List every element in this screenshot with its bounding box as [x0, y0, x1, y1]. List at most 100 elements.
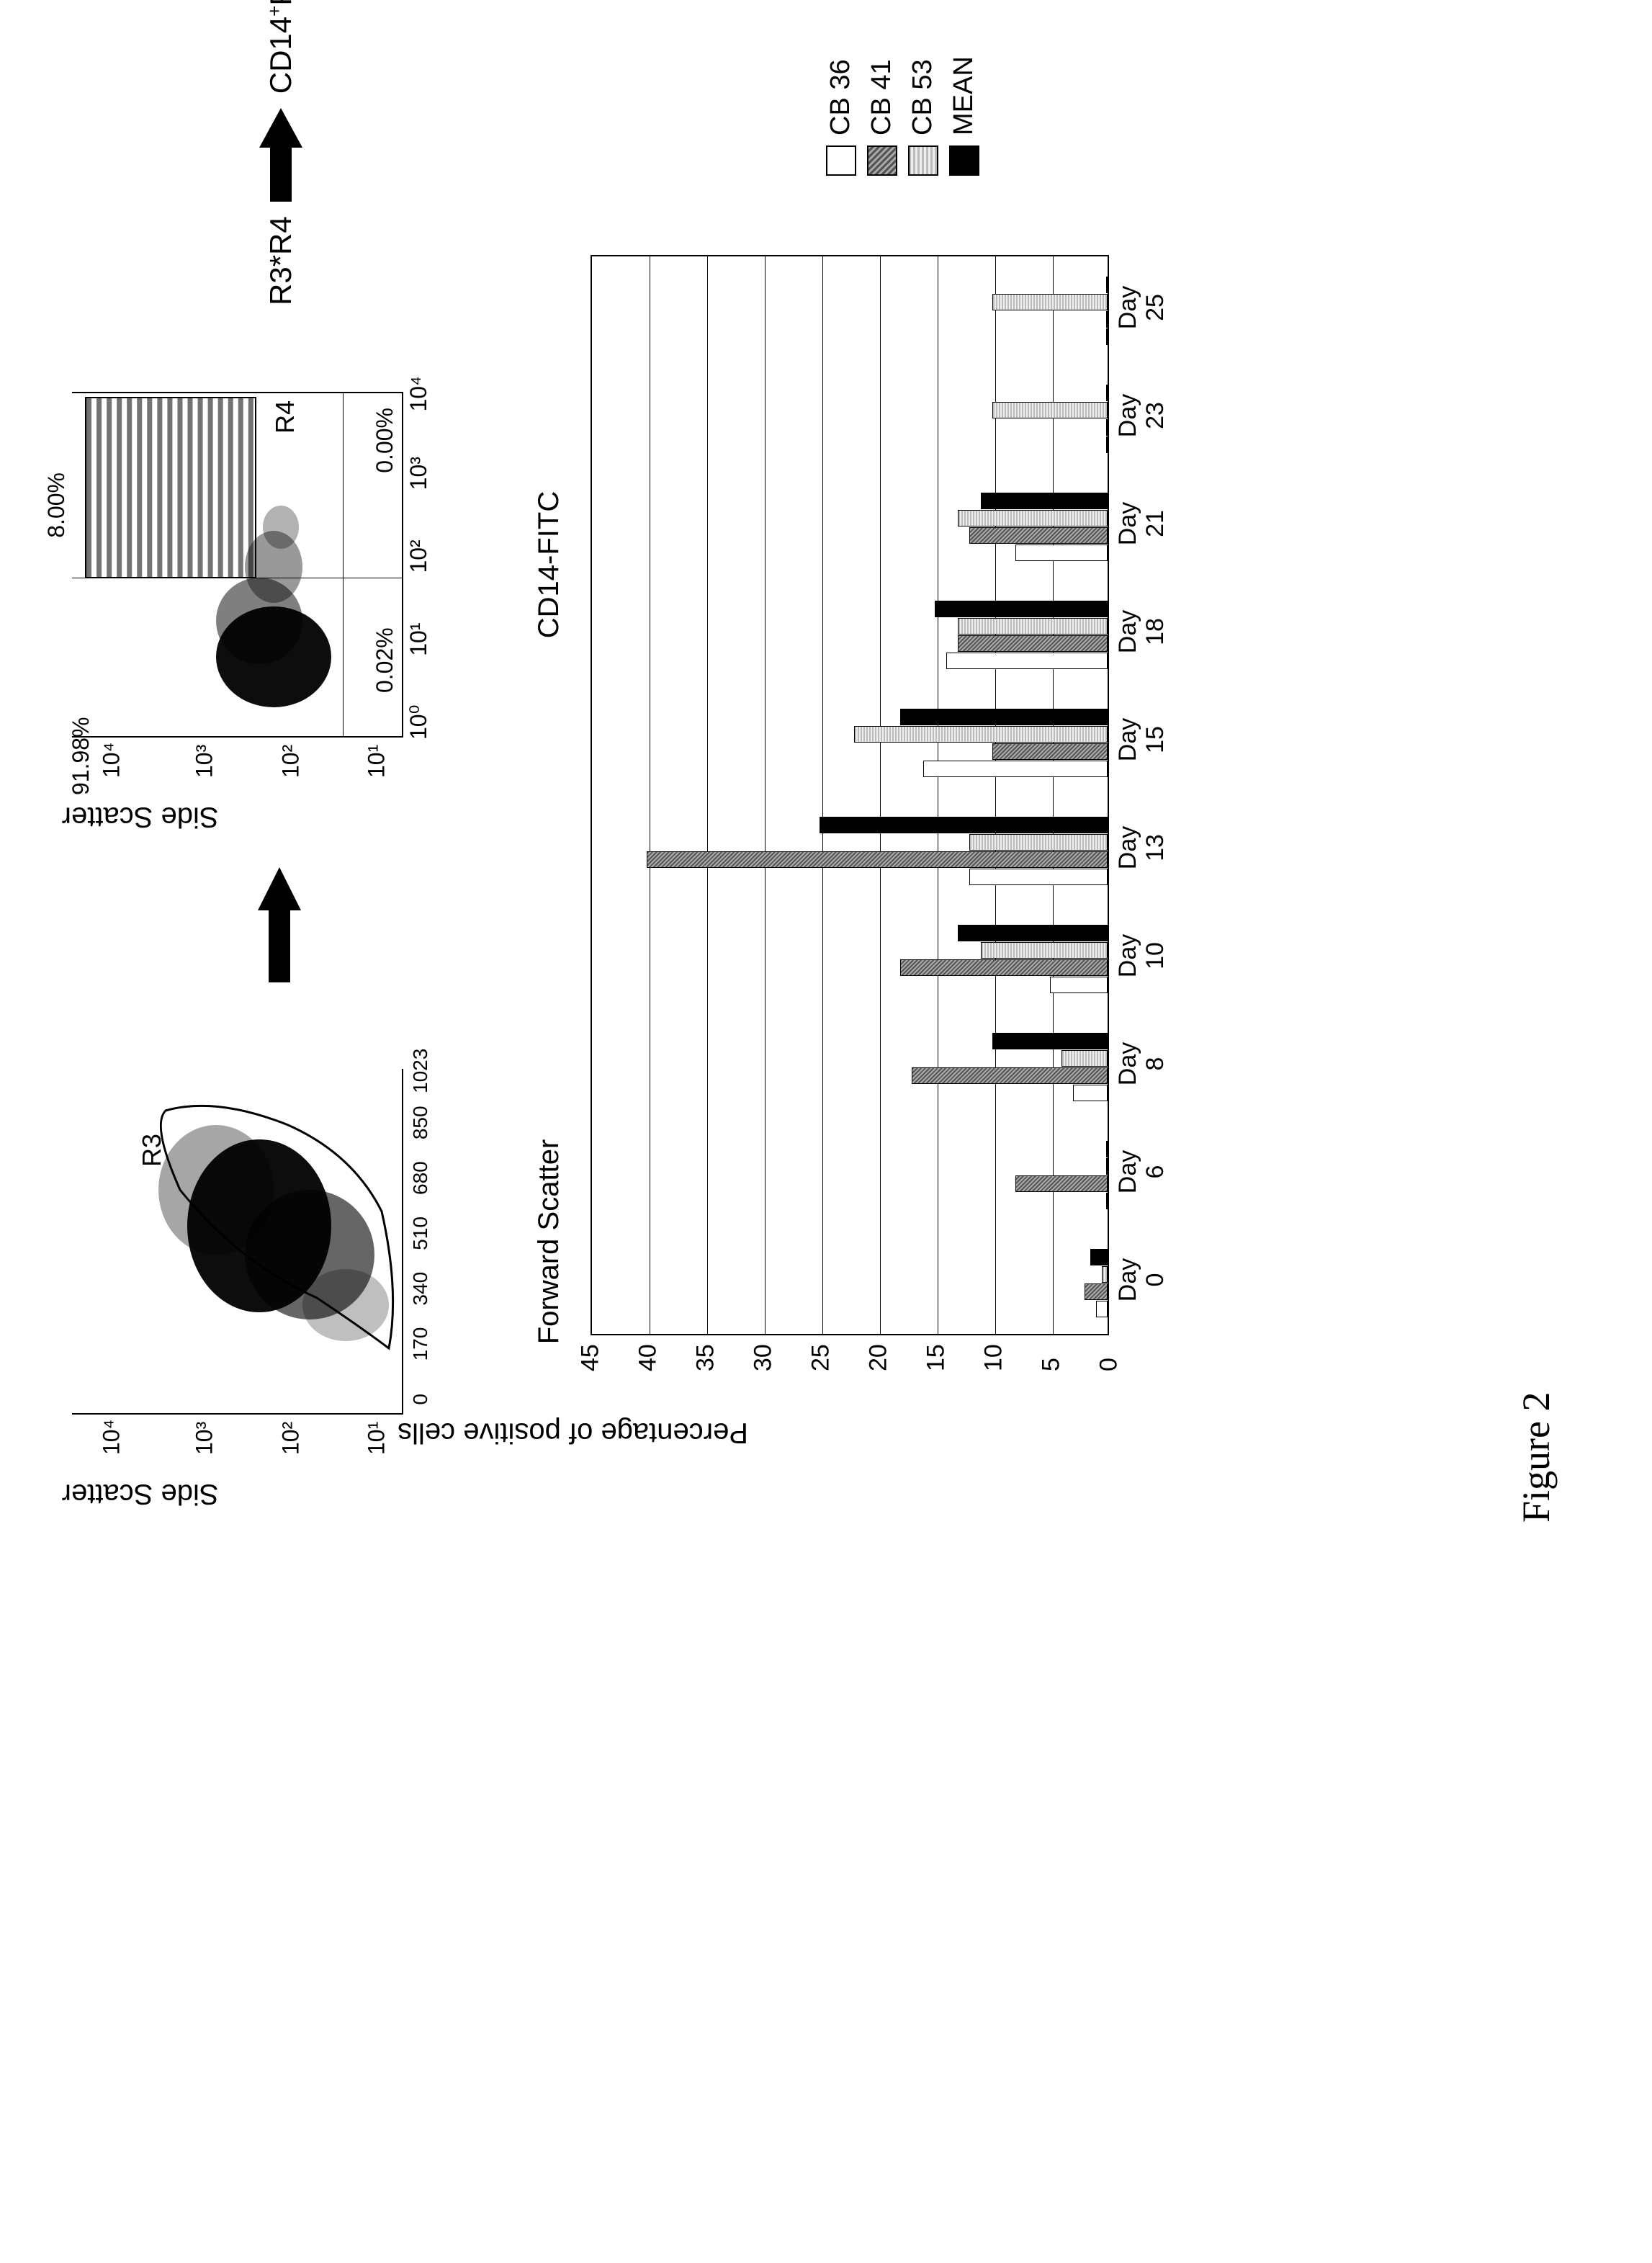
chart-x-tick: Day13 — [1115, 826, 1169, 869]
y-tick: 10³ — [192, 745, 218, 778]
chart-x-tick: Day10 — [1115, 934, 1169, 977]
x-tick: 1023 — [409, 1049, 432, 1093]
chart-x-tick: Day25 — [1115, 286, 1169, 329]
chart-area: Day0Day6Day8Day10Day13Day15Day18Day21Day… — [591, 255, 1109, 1335]
bar-CB 41 — [992, 744, 1108, 761]
legend-item: CB 36 — [825, 56, 856, 176]
plot-area-2: 91.98% 8.00% 0.02% 0.00% R4 10⁰10¹10²10³… — [72, 392, 403, 738]
bar-CB 41 — [969, 528, 1108, 545]
gridline — [822, 256, 823, 1334]
chart-y-tick: 25 — [807, 1344, 835, 1371]
bar-CB 53 — [958, 511, 1108, 527]
bar-CB 41 — [647, 852, 1108, 869]
chart-y-tick: 15 — [922, 1344, 951, 1371]
bar-CB 53 — [992, 403, 1108, 419]
chart-x-tick: Day0 — [1115, 1258, 1169, 1301]
bar-CB 41 — [1015, 1176, 1108, 1193]
bar-group — [900, 926, 1108, 994]
bar-MEAN — [1106, 277, 1108, 294]
bar-CB 41 — [1106, 420, 1108, 436]
y-tick: 10⁴ — [99, 743, 125, 778]
bar-CB 41 — [900, 960, 1108, 977]
y-axis-label: Side Scatter — [62, 1478, 219, 1510]
bar-CB 36 — [923, 761, 1108, 778]
scatter-plot-cd14: Side Scatter 10¹10²10³10⁴ — [72, 363, 490, 810]
bar-CB 36 — [1050, 977, 1108, 994]
chart-x-tick: Day21 — [1115, 502, 1169, 545]
bar-CB 53 — [981, 943, 1108, 959]
bar-chart: Percentage of positive cells 05101520253… — [591, 219, 1224, 1429]
bar-chart-container: Percentage of positive cells 05101520253… — [591, 0, 1224, 1429]
bar-MEAN — [981, 493, 1108, 510]
x-axis-label-1: Forward Scatter — [533, 1139, 565, 1345]
progeny-label: CD14+Progeny — [264, 0, 298, 94]
figure-label: Figure 2 — [1514, 1392, 1558, 1523]
bar-CB 41 — [1085, 1284, 1108, 1301]
y-tick: 10⁴ — [99, 1420, 125, 1455]
progeny-prefix: R3*R4 — [264, 216, 298, 305]
x-tick: 10² — [405, 539, 432, 573]
legend-swatch — [867, 145, 897, 176]
bar-CB 53 — [969, 835, 1108, 851]
chart-y-tick: 40 — [634, 1344, 663, 1371]
chart-y-tick: 30 — [750, 1344, 778, 1371]
legend-item: CB 53 — [907, 56, 938, 176]
chart-y-tick: 10 — [980, 1344, 1008, 1371]
x-tick: 340 — [409, 1272, 432, 1306]
bar-CB 36 — [1106, 329, 1108, 346]
x-tick: 10¹ — [405, 622, 432, 655]
legend-swatch — [908, 145, 938, 176]
chart-y-tick: 5 — [1038, 1358, 1066, 1371]
legend-label: MEAN — [948, 56, 979, 135]
q1-label: 91.98% — [68, 717, 94, 795]
bar-group — [1085, 1250, 1108, 1318]
bar-MEAN — [900, 709, 1108, 726]
y-tick: 10¹ — [364, 1422, 390, 1455]
x-tick: 680 — [409, 1161, 432, 1195]
bar-CB 53 — [992, 295, 1108, 311]
y-axis-label-2: Side Scatter — [62, 801, 219, 833]
bar-CB 36 — [969, 869, 1108, 886]
chart-y-tick: 45 — [577, 1344, 605, 1371]
bar-MEAN — [935, 601, 1108, 618]
bar-group — [992, 277, 1108, 346]
bar-CB 53 — [1106, 1159, 1108, 1175]
bar-CB 36 — [1015, 545, 1108, 562]
q3-label: 0.02% — [372, 627, 398, 693]
gridline — [880, 256, 881, 1334]
r4-gate-label: R4 — [270, 400, 300, 434]
r3-gate-label: R3 — [137, 1134, 167, 1167]
scatter-data-2 — [72, 390, 403, 736]
bar-group — [958, 493, 1108, 562]
bar-MEAN — [820, 817, 1108, 834]
bar-CB 41 — [1106, 312, 1108, 328]
bar-group — [992, 385, 1108, 454]
chart-x-tick: Day15 — [1115, 718, 1169, 761]
y-tick: 10² — [277, 1422, 304, 1455]
x-tick: 10³ — [405, 457, 432, 490]
bar-CB 53 — [1102, 1267, 1108, 1283]
x-tick: 850 — [409, 1106, 432, 1139]
bar-MEAN — [992, 1034, 1108, 1050]
bar-CB 36 — [1096, 1301, 1108, 1318]
chart-y-tick: 35 — [692, 1344, 720, 1371]
legend-item: CB 41 — [866, 56, 897, 176]
y-tick: 10³ — [192, 1422, 218, 1455]
legend-label: CB 41 — [866, 59, 897, 135]
gridline — [707, 256, 708, 1334]
bar-CB 53 — [1061, 1051, 1108, 1067]
chart-y-tick: 0 — [1095, 1358, 1123, 1371]
chart-y-tick: 20 — [865, 1344, 893, 1371]
legend-label: CB 36 — [825, 59, 856, 135]
q4-label: 0.00% — [372, 408, 398, 473]
chart-x-tick: Day8 — [1115, 1042, 1169, 1085]
legend-label: CB 53 — [907, 59, 938, 135]
figure-page: Side Scatter 10¹10²10³10⁴ R3 01703405106… — [0, 0, 1652, 1652]
q2-label: 8.00% — [43, 472, 70, 538]
bar-group — [1015, 1142, 1108, 1210]
bar-CB 36 — [1073, 1085, 1108, 1102]
bar-CB 36 — [1106, 1193, 1108, 1210]
chart-x-tick: Day6 — [1115, 1150, 1169, 1193]
bar-MEAN — [958, 926, 1108, 942]
legend-swatch — [826, 145, 856, 176]
